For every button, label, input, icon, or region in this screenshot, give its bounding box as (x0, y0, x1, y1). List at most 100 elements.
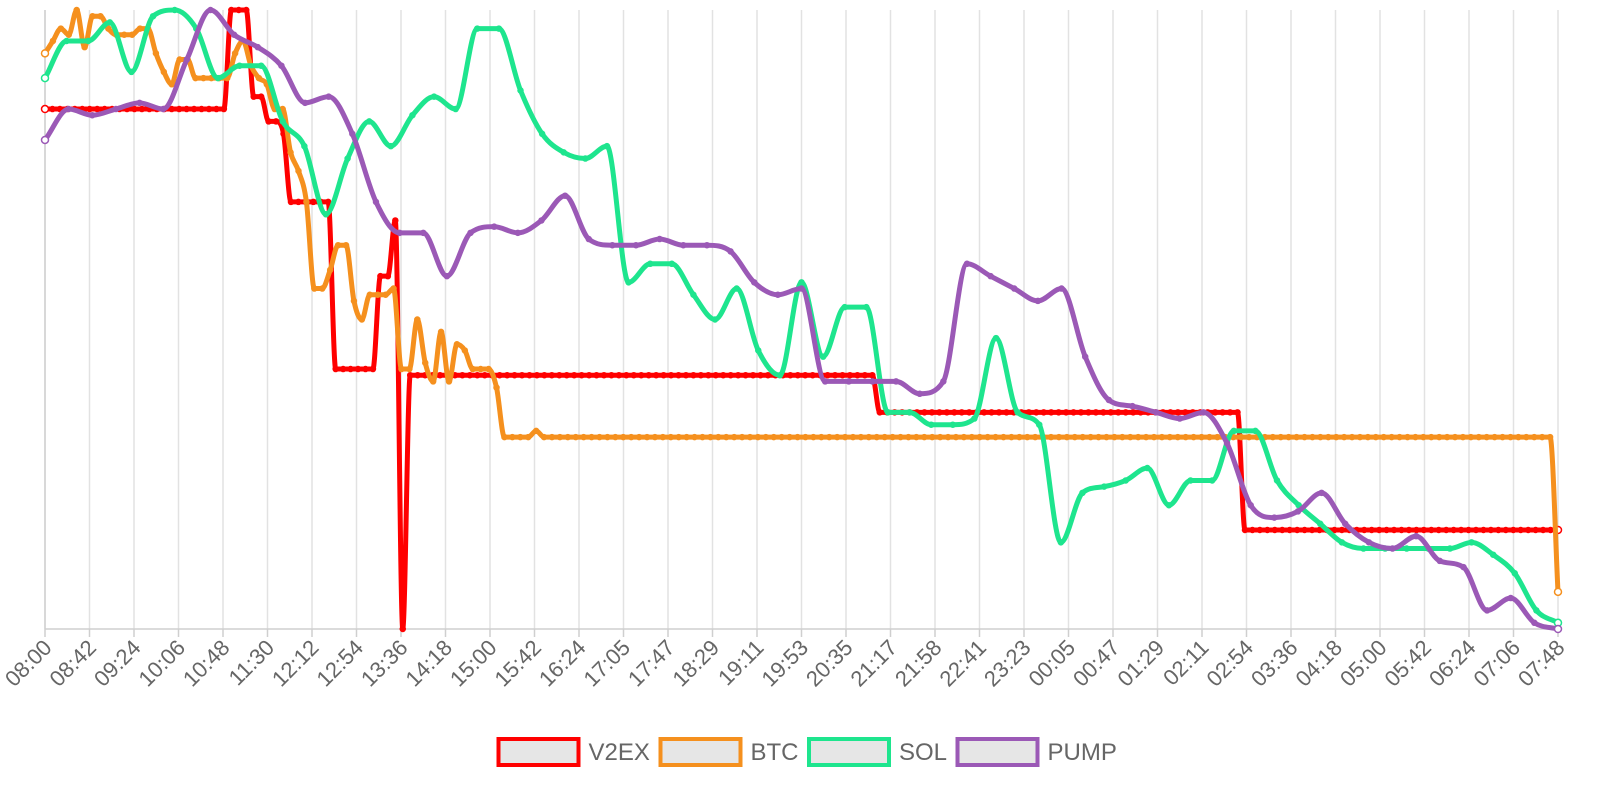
data-point (1515, 433, 1522, 441)
data-point (526, 371, 533, 379)
data-point (746, 433, 754, 441)
data-point (1325, 433, 1332, 441)
data-point (1396, 433, 1403, 441)
data-point (1451, 433, 1459, 441)
data-point (495, 25, 503, 32)
data-point (1356, 433, 1364, 441)
data-point (257, 93, 265, 100)
data-point (190, 105, 198, 113)
data-point (1182, 409, 1189, 416)
data-point (1398, 526, 1405, 534)
data-point (272, 118, 280, 125)
data-point (1256, 526, 1264, 534)
data-point (467, 229, 474, 237)
data-point (1234, 409, 1241, 416)
data-point (798, 279, 805, 286)
data-point (881, 433, 888, 441)
data-point (1457, 526, 1465, 534)
legend-item-pump[interactable]: PUMP (955, 737, 1117, 767)
data-point (715, 433, 722, 441)
data-point (968, 433, 976, 441)
data-point (1483, 433, 1490, 441)
data-point (1165, 501, 1173, 509)
data-point (1200, 409, 1207, 416)
data-point (1294, 508, 1302, 515)
data-point (905, 433, 912, 441)
data-point (585, 371, 593, 379)
data-point (1420, 433, 1427, 441)
data-point (841, 303, 848, 311)
data-point (63, 37, 70, 45)
data-point (1390, 526, 1398, 534)
x-tick-label: 12:54 (311, 635, 368, 692)
data-point (944, 433, 952, 441)
data-point (809, 371, 816, 379)
data-point (152, 50, 160, 57)
data-point (675, 433, 682, 441)
data-point (1103, 433, 1110, 441)
legend-label: PUMP (1048, 739, 1117, 766)
data-point (1036, 421, 1043, 428)
legend-swatch (496, 737, 581, 767)
data-point (1277, 433, 1284, 441)
x-tick-label: 07:06 (1468, 635, 1525, 692)
legend-item-btc[interactable]: BTC (658, 737, 799, 767)
data-point (396, 229, 403, 237)
data-point (958, 409, 965, 416)
data-point (509, 433, 516, 441)
x-tick-label: 17:47 (623, 635, 680, 692)
data-point (992, 334, 1000, 342)
data-point (350, 297, 358, 305)
data-point (1368, 526, 1375, 534)
data-point (1428, 433, 1435, 441)
legend-swatch (955, 737, 1040, 767)
data-point (366, 291, 374, 298)
data-point (1341, 520, 1349, 528)
x-tick-label: 14:18 (400, 635, 457, 692)
data-point (538, 217, 545, 224)
data-point (1241, 526, 1249, 534)
data-point (1338, 539, 1346, 546)
legend-item-sol[interactable]: SOL (807, 737, 947, 767)
data-point (943, 409, 951, 416)
data-point (1450, 526, 1457, 534)
data-point (279, 118, 287, 125)
data-point (928, 409, 936, 416)
data-point (1057, 539, 1065, 546)
data-point (757, 371, 764, 379)
data-point (214, 74, 222, 82)
data-point (1226, 409, 1234, 416)
data-point (719, 371, 727, 379)
data-point (1442, 526, 1450, 534)
data-point (1182, 433, 1189, 441)
data-point (1318, 489, 1325, 497)
data-point (596, 433, 603, 441)
data-point (1517, 526, 1524, 534)
data-point (40, 49, 50, 58)
data-point (301, 99, 309, 107)
data-point (311, 285, 318, 292)
data-point (952, 433, 960, 441)
data-point (136, 99, 143, 107)
data-point (821, 378, 829, 385)
legend-item-v2ex[interactable]: V2EX (496, 737, 650, 767)
data-point (183, 105, 190, 113)
data-point (841, 433, 849, 441)
data-point (1403, 545, 1410, 552)
data-point (362, 365, 369, 373)
data-point (564, 433, 572, 441)
data-point (1144, 464, 1151, 472)
data-point (1295, 501, 1302, 509)
data-point (570, 371, 578, 379)
data-point (1524, 526, 1532, 534)
data-point (582, 155, 589, 162)
data-point (776, 371, 784, 379)
data-point (615, 371, 623, 379)
data-point (1211, 409, 1219, 416)
data-point (892, 378, 900, 385)
data-point (1365, 539, 1373, 546)
data-point (846, 371, 854, 379)
data-point (1129, 402, 1136, 410)
data-point (738, 433, 746, 441)
data-point (65, 105, 72, 113)
